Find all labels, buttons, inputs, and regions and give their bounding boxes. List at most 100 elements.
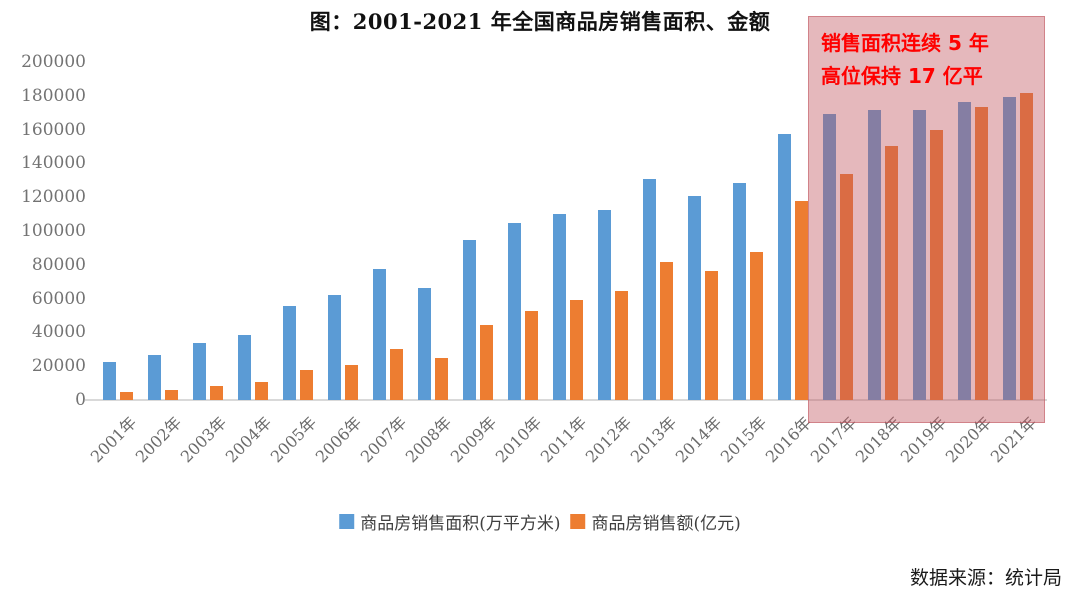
bar-group-2019年 bbox=[905, 62, 950, 400]
y-tick-label: 180000 bbox=[21, 85, 86, 106]
x-tick-label: 2011年 bbox=[536, 412, 590, 467]
y-tick-label: 60000 bbox=[31, 288, 86, 309]
bar-group-2005年 bbox=[275, 62, 320, 400]
bar-group-2007年 bbox=[365, 62, 410, 400]
x-tick-label: 2015年 bbox=[716, 412, 770, 467]
bar bbox=[254, 382, 268, 400]
bar-group-2001年 bbox=[95, 62, 140, 400]
bar-group-2002年 bbox=[140, 62, 185, 400]
bar bbox=[687, 196, 701, 400]
x-tick-label: 2001年 bbox=[86, 412, 140, 467]
bar-group-2013年 bbox=[635, 62, 680, 400]
x-tick-label: 2014年 bbox=[671, 412, 725, 467]
legend-item: 商品房销售额(亿元) bbox=[570, 509, 741, 534]
bar bbox=[434, 358, 448, 400]
legend-swatch-icon bbox=[339, 514, 355, 529]
bar bbox=[209, 386, 223, 400]
bar bbox=[192, 343, 206, 400]
legend-label: 商品房销售面积(万平方米) bbox=[360, 514, 561, 534]
bar bbox=[822, 114, 836, 400]
y-tick-label: 0 bbox=[75, 390, 86, 410]
bar bbox=[147, 355, 161, 400]
y-tick-label: 80000 bbox=[31, 254, 86, 275]
x-tick-label: 2002年 bbox=[131, 412, 185, 467]
bar-group-2017年 bbox=[815, 62, 860, 400]
bar bbox=[777, 134, 791, 400]
bar bbox=[957, 102, 971, 400]
x-tick-label: 2004年 bbox=[221, 412, 275, 467]
bar bbox=[597, 210, 611, 400]
bar bbox=[642, 179, 656, 400]
x-tick-label: 2005年 bbox=[266, 412, 320, 467]
x-tick-label: 2003年 bbox=[176, 412, 230, 467]
bar-group-2009年 bbox=[455, 62, 500, 400]
x-tick-label: 2006年 bbox=[311, 412, 365, 467]
x-tick-label: 2010年 bbox=[491, 412, 545, 467]
plot-area bbox=[95, 62, 1040, 400]
bar bbox=[929, 130, 943, 400]
bar bbox=[119, 392, 133, 400]
bar bbox=[462, 240, 476, 400]
y-tick-label: 120000 bbox=[21, 187, 86, 208]
chart-legend: 商品房销售面积(万平方米) 商品房销售额(亿元) bbox=[339, 509, 741, 534]
y-tick-label: 20000 bbox=[31, 356, 86, 377]
bar bbox=[299, 370, 313, 400]
bar bbox=[237, 335, 251, 400]
bar bbox=[704, 271, 718, 400]
bar bbox=[282, 306, 296, 400]
bar bbox=[417, 288, 431, 400]
y-tick-label: 100000 bbox=[21, 221, 86, 241]
bar bbox=[794, 201, 808, 400]
bar bbox=[102, 362, 116, 400]
bar bbox=[732, 183, 746, 400]
bar-group-2015年 bbox=[725, 62, 770, 400]
bar-group-2010年 bbox=[500, 62, 545, 400]
bar bbox=[372, 269, 386, 400]
bar-group-2003年 bbox=[185, 62, 230, 400]
x-axis-line bbox=[85, 399, 1047, 401]
bar bbox=[974, 107, 988, 400]
bar bbox=[524, 311, 538, 400]
bar bbox=[164, 390, 178, 400]
annotation-line-2: 高位保持 17 亿平 bbox=[821, 64, 983, 88]
bar bbox=[344, 365, 358, 400]
bar bbox=[867, 110, 881, 400]
annotation-line-1: 销售面积连续 5 年 bbox=[821, 31, 989, 55]
bar bbox=[614, 291, 628, 400]
bar-group-2008年 bbox=[410, 62, 455, 400]
bar bbox=[884, 146, 898, 400]
data-source-note: 数据来源：统计局 bbox=[909, 567, 1062, 589]
bar-group-2021年 bbox=[995, 62, 1040, 400]
bar-group-2004年 bbox=[230, 62, 275, 400]
legend-swatch-icon bbox=[570, 514, 586, 529]
highlight-annotation: 销售面积连续 5 年 高位保持 17 亿平 bbox=[808, 16, 1045, 423]
x-tick-label: 2013年 bbox=[626, 412, 680, 467]
x-tick-label: 2009年 bbox=[446, 412, 500, 467]
bar-group-2012年 bbox=[590, 62, 635, 400]
bar bbox=[552, 214, 566, 400]
bar bbox=[749, 252, 763, 400]
y-tick-label: 40000 bbox=[31, 322, 86, 343]
x-tick-label: 2012年 bbox=[581, 412, 635, 467]
bar bbox=[479, 325, 493, 400]
bar-group-2016年 bbox=[770, 62, 815, 400]
y-tick-label: 200000 bbox=[21, 52, 86, 72]
legend-label: 商品房销售额(亿元) bbox=[591, 514, 741, 534]
y-tick-label: 140000 bbox=[21, 153, 86, 174]
y-tick-label: 160000 bbox=[21, 119, 86, 140]
x-tick-label: 2008年 bbox=[401, 412, 455, 467]
bar-group-2011年 bbox=[545, 62, 590, 400]
bar bbox=[912, 110, 926, 400]
bar bbox=[507, 223, 521, 400]
bar-group-2014年 bbox=[680, 62, 725, 400]
bar-group-2018年 bbox=[860, 62, 905, 400]
bar bbox=[389, 349, 403, 400]
bar bbox=[569, 300, 583, 400]
bar bbox=[327, 295, 341, 400]
bar bbox=[659, 262, 673, 400]
chart-title: 图：2001-2021 年全国商品房销售面积、金额 bbox=[309, 9, 771, 34]
bar-group-2006年 bbox=[320, 62, 365, 400]
x-tick-label: 2007年 bbox=[356, 412, 410, 467]
bar bbox=[1002, 97, 1016, 400]
legend-item: 商品房销售面积(万平方米) bbox=[339, 509, 561, 534]
